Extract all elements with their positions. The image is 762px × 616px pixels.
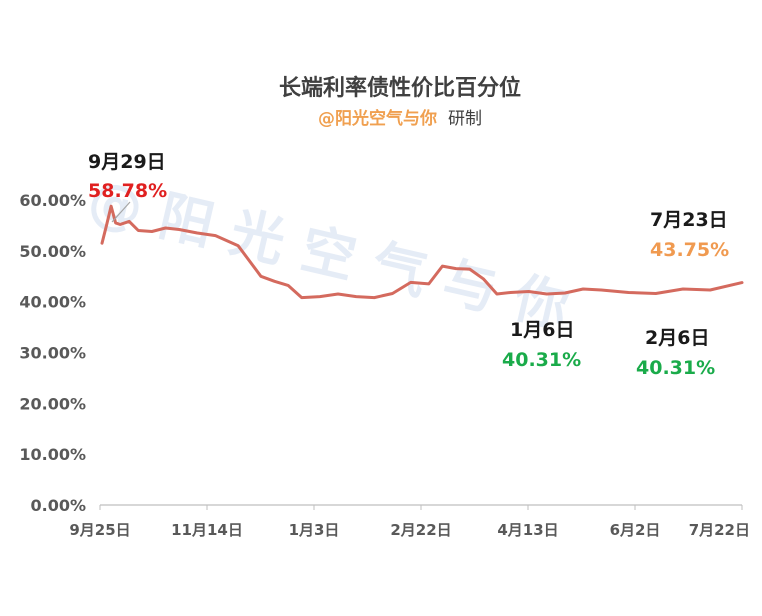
- subtitle-brand: @阳光空气与你: [318, 108, 437, 129]
- y-tick-label: 50.00%: [19, 242, 86, 261]
- annotation-value: 58.78%: [88, 180, 167, 202]
- annotation-sep29: 9月29日 58.78%: [88, 151, 167, 202]
- chart-subtitle: @阳光空气与你 研制: [318, 108, 482, 129]
- x-tick-label: 6月2日: [610, 521, 661, 539]
- annotation-date: 7月23日: [650, 209, 728, 231]
- annotation-jan6: 1月6日 40.31%: [502, 319, 581, 371]
- x-axis-ticks: 9月25日 11月14日 1月3日 2月22日 4月13日 6月2日 7月22日: [69, 505, 750, 539]
- annotation-value: 43.75%: [650, 239, 729, 261]
- series-line-percentile: [100, 204, 744, 300]
- y-tick-label: 40.00%: [19, 293, 86, 312]
- x-tick-label: 1月3日: [289, 521, 340, 539]
- annotation-value: 40.31%: [502, 349, 581, 371]
- x-tick-label: 2月22日: [390, 521, 451, 539]
- subtitle-rest: 研制: [448, 109, 482, 129]
- y-axis-ticks: 0.00% 10.00% 20.00% 30.00% 40.00% 50.00% 60.00…: [19, 191, 86, 515]
- chart-title: 长端利率债性价比百分位: [279, 75, 521, 101]
- y-tick-label: 20.00%: [19, 394, 86, 413]
- x-tick-label: 4月13日: [497, 521, 558, 539]
- y-tick-label: 60.00%: [19, 191, 86, 210]
- x-tick-label: 11月14日: [171, 521, 243, 539]
- y-tick-label: 10.00%: [19, 445, 86, 464]
- x-tick-label: 9月25日: [69, 521, 130, 539]
- annotation-date: 1月6日: [510, 319, 574, 341]
- y-tick-label: 0.00%: [30, 496, 86, 515]
- annotation-jul23: 7月23日 43.75%: [650, 209, 729, 261]
- annotation-feb6: 2月6日 40.31%: [636, 327, 715, 379]
- annotation-date: 2月6日: [645, 327, 709, 349]
- annotation-leader-line: [111, 201, 131, 223]
- annotation-date: 9月29日: [88, 151, 166, 173]
- x-tick-label: 7月22日: [689, 521, 750, 539]
- annotation-value: 40.31%: [636, 357, 715, 379]
- y-tick-label: 30.00%: [19, 344, 86, 363]
